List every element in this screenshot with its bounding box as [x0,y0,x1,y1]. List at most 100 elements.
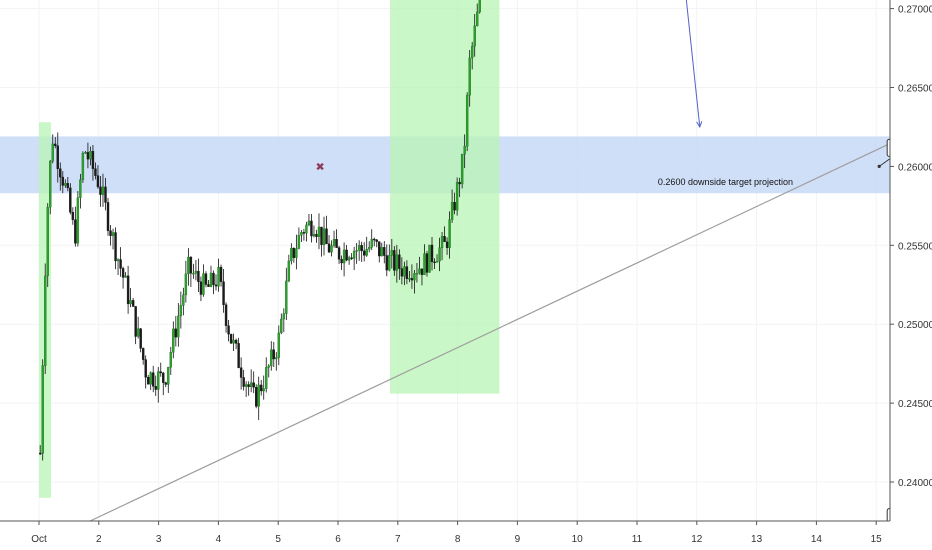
candle-up [465,94,469,147]
candle-up [184,273,188,296]
candle-up [194,270,198,274]
x-tick-label: 9 [515,534,521,545]
candle-down [121,268,125,278]
candle-up [408,278,411,280]
candle-down [204,273,208,285]
candle-up [41,365,44,454]
candle-down [38,452,42,455]
candle-up [415,273,419,275]
x-tick-label: Oct [31,534,47,545]
candle-up [157,371,160,390]
candle-down [410,278,414,281]
candle-up [209,272,213,287]
candle-down [69,187,72,213]
candle-down [310,220,313,237]
candle-up [297,234,301,249]
candle-up [217,266,220,287]
candle-up [295,248,298,258]
candle-up [124,275,127,278]
candle-down [373,238,376,241]
y-tick-label: 0.24500 [898,399,932,410]
candle-up [390,250,394,256]
candle-down [237,343,240,368]
candle-up [282,313,286,320]
x-tick-label: 2 [96,534,102,545]
projection-arrow[interactable] [670,0,701,128]
candle-up [187,256,190,275]
candle-up [249,382,253,387]
candle-down [86,152,90,160]
candle-up [440,236,444,248]
candle-up [476,11,479,27]
candle-up [435,261,439,263]
candle-down [433,261,436,264]
candle-up [478,0,481,13]
candle-up [413,273,416,281]
candle-down [159,371,162,374]
y-tick-label: 0.27000 [898,5,932,16]
candle-down [375,239,378,242]
candle-down [315,234,318,237]
candle-up [79,179,82,198]
candle-down [199,281,203,295]
candle-down [400,268,404,277]
candle-down [104,186,107,203]
ascending-trendline[interactable] [38,119,932,546]
candle-up [172,328,175,353]
candle-down [61,176,65,186]
y-tick-label: 0.25000 [898,320,932,331]
candle-down [227,325,230,335]
candle-down [94,168,97,176]
candle-up [330,245,333,253]
candle-up [448,219,451,248]
candle-down [430,244,434,263]
candle-up [300,232,303,236]
candle-down [119,259,122,269]
projection-arrow-layer[interactable] [670,0,703,129]
trendline-layer[interactable] [38,119,932,546]
candle-up [270,349,273,367]
time-axis-panel[interactable] [0,521,890,550]
candle-up [81,152,85,180]
candle-up [244,384,248,387]
candle-down [302,232,306,234]
candle-down [362,250,366,256]
candle-up [202,273,205,295]
expansion-box [390,0,500,394]
price-axis-panel[interactable] [890,0,932,550]
candle-down [222,281,225,305]
candle-down [207,284,210,287]
candle-up [257,384,260,407]
candle-down [405,266,409,279]
candle-up [182,294,185,306]
candle-up [179,305,183,317]
candle-down [360,245,363,252]
candle-down [99,186,102,195]
candle-down [254,387,258,407]
candle-down [260,384,263,392]
candle-down [247,384,250,387]
candle-up [468,57,471,96]
candle-down [189,256,193,274]
candle-down [292,247,296,258]
candle-up [305,224,308,234]
candle-down [91,151,95,169]
candle-up [380,247,383,257]
candle-up [352,251,356,259]
candle-down [398,254,401,269]
x-tick-label: 15 [871,534,883,545]
candle-up [473,25,476,47]
candle-down [443,236,446,243]
candle-down [345,249,348,261]
x-tick-label: 11 [632,534,643,545]
candle-down [239,367,243,378]
candle-down [54,143,57,147]
candle-down [420,268,424,276]
x-tick-label: 6 [335,534,341,545]
range-boxes [39,0,500,498]
candle-down [144,359,147,378]
candle-up [370,238,373,248]
x-tick-label: 12 [691,534,703,545]
